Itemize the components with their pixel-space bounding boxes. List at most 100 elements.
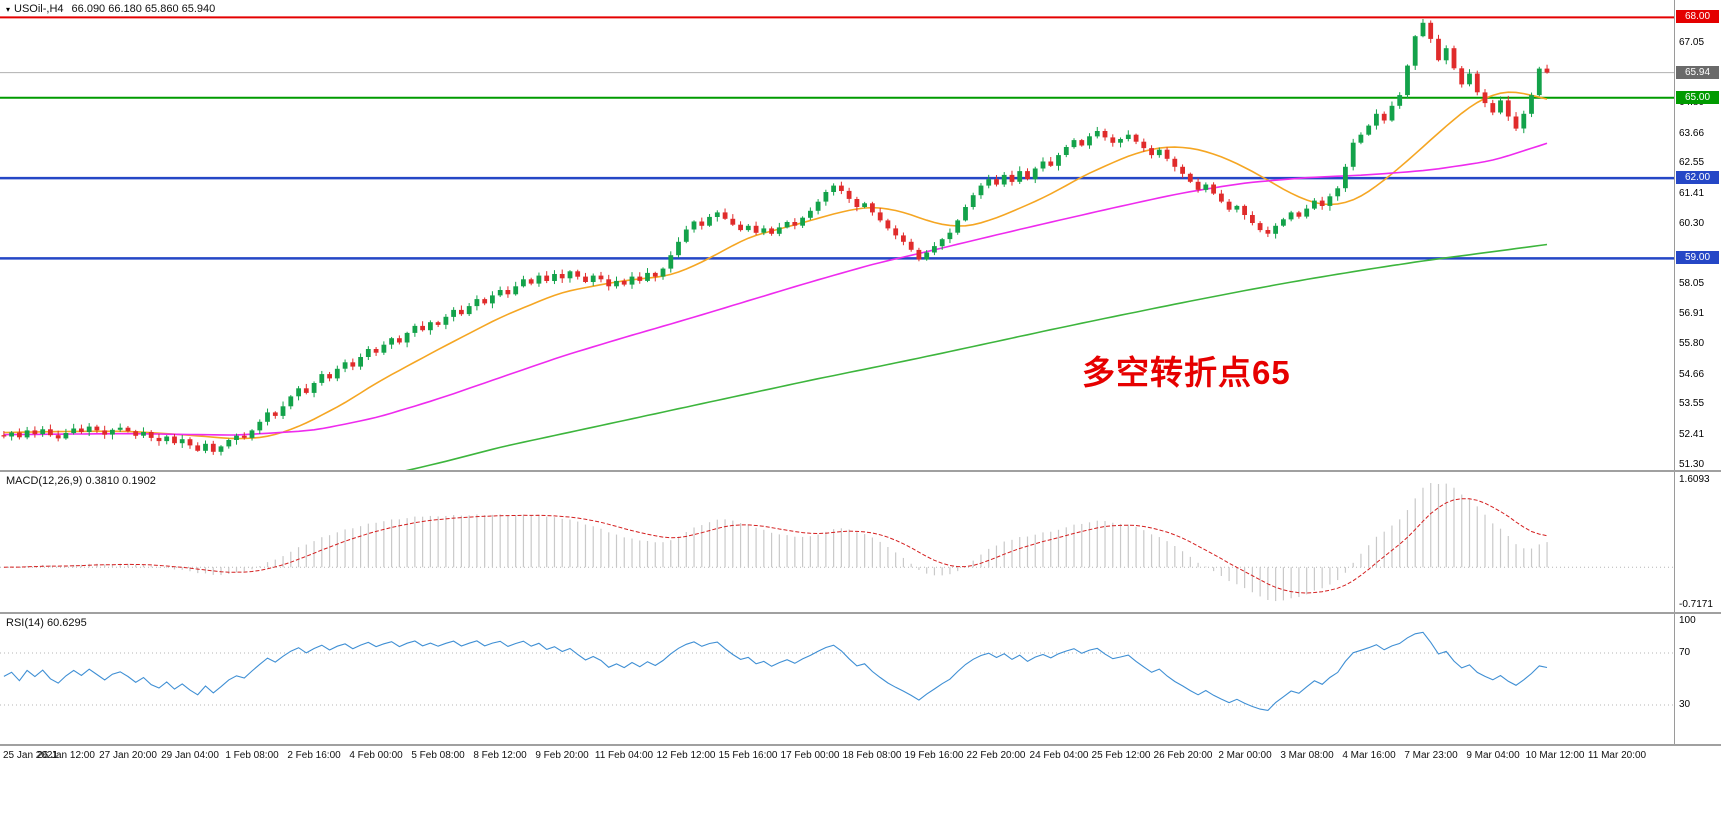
candle-body [986, 179, 992, 186]
candle-body [218, 446, 224, 452]
candle-body [629, 276, 635, 285]
candle-body [1009, 174, 1015, 182]
date-label: 24 Feb 04:00 [1029, 750, 1089, 761]
candle-body [1056, 155, 1061, 166]
chart-title: ▾ USOil-,H4 66.090 66.180 65.860 65.940 [6, 3, 215, 15]
candle-body [257, 421, 263, 431]
candle-body [963, 207, 968, 221]
candle-body [71, 428, 77, 434]
candle-body [1490, 103, 1496, 113]
candle-body [994, 179, 999, 185]
candle-body [435, 322, 441, 325]
candle-body [978, 185, 984, 196]
candle-body [637, 276, 643, 281]
rsi-chart[interactable] [0, 614, 1675, 744]
date-label: 26 Jan 12:00 [37, 750, 95, 761]
candle-body [1242, 205, 1247, 215]
candle-body [761, 228, 767, 233]
candle-body [901, 235, 906, 242]
candle-body [528, 279, 534, 284]
panel-splitter[interactable] [0, 744, 1721, 746]
candle-body [784, 222, 790, 228]
rsi-panel: 100 70 30 RSI(14) 60.6295 [0, 614, 1721, 744]
candle-body [1265, 230, 1271, 234]
macd-chart[interactable] [0, 472, 1675, 612]
candle-body [179, 439, 185, 444]
candlestick-chart[interactable] [0, 0, 1675, 470]
candle-body [552, 274, 557, 281]
candle-body [265, 412, 270, 422]
candle-body [133, 431, 139, 436]
candle-body [1040, 161, 1046, 169]
date-label: 7 Mar 23:00 [1404, 750, 1458, 761]
date-label: 11 Mar 20:00 [1587, 750, 1647, 761]
candle-body [846, 190, 852, 199]
candle-body [575, 271, 581, 277]
date-label: 17 Feb 00:00 [780, 750, 840, 761]
candle-body [311, 383, 317, 393]
macd-axis[interactable]: 1.6093 -0.7171 [1674, 472, 1721, 612]
price-tick-label: 55.80 [1679, 338, 1705, 350]
candle-body [1405, 65, 1410, 96]
candle-body [296, 388, 301, 397]
candle-body [1397, 95, 1403, 106]
price-tick-label: 60.30 [1679, 217, 1705, 229]
date-axis[interactable]: 25 Jan 2021 26 Jan 12:00 27 Jan 20:00 29 Ja… [0, 746, 1721, 768]
candle-body [1156, 149, 1162, 156]
candle-body [1125, 134, 1131, 139]
candle-body [1187, 173, 1193, 182]
candle-body [1063, 147, 1069, 155]
candle-body [683, 229, 689, 242]
candle-body [1428, 22, 1434, 39]
candle-body [9, 432, 14, 437]
candle-body [1141, 141, 1147, 149]
candle-body [776, 227, 782, 234]
candle-body [738, 224, 743, 231]
candle-body [280, 406, 286, 416]
panel-splitter[interactable] [0, 470, 1721, 472]
candle-body [1420, 22, 1426, 37]
price-axis[interactable]: 67.0564.8063.6662.5561.4160.3058.0556.91… [1674, 0, 1721, 470]
candle-body [195, 445, 201, 451]
candle-body [808, 210, 813, 218]
date-label: 27 Jan 20:00 [99, 750, 157, 761]
candle-body [1118, 139, 1123, 143]
candle-body [691, 221, 697, 230]
candle-body [1343, 166, 1348, 189]
rsi-axis[interactable]: 100 70 30 [1674, 614, 1721, 744]
candle-body [334, 368, 340, 379]
price-tick-label: 54.66 [1679, 368, 1705, 380]
candle-body [932, 246, 937, 253]
macd-panel: 1.6093 -0.7171 MACD(12,26,9) 0.3810 0.190… [0, 472, 1721, 612]
candle-body [1529, 95, 1534, 114]
candle-body [800, 217, 805, 226]
panel-splitter[interactable] [0, 612, 1721, 614]
price-line-badge: 59.00 [1676, 251, 1719, 265]
candle-body [1335, 188, 1341, 197]
candle-body [1195, 181, 1201, 190]
date-label: 11 Feb 04:00 [594, 750, 654, 761]
macd-scale-max: 1.6093 [1679, 474, 1710, 485]
candle-body [939, 239, 945, 247]
price-tick-label: 53.55 [1679, 398, 1705, 410]
candle-body [1436, 38, 1441, 61]
candle-body [583, 276, 588, 282]
candle-body [482, 299, 488, 304]
collapse-triangle-icon[interactable]: ▾ [6, 5, 11, 14]
date-label: 18 Feb 08:00 [842, 750, 902, 761]
candle-body [234, 435, 239, 440]
candle-body [606, 279, 612, 287]
candle-body [1288, 212, 1294, 220]
candle-body [567, 271, 573, 279]
candle-body [1172, 158, 1178, 167]
candle-body [1048, 161, 1054, 166]
chart-text-annotation[interactable]: 多空转折点65 [1082, 354, 1291, 391]
candle-body [474, 299, 480, 307]
candle-body [148, 432, 154, 438]
candle-body [1296, 212, 1302, 217]
candle-body [970, 195, 976, 207]
candle-body [1, 435, 7, 437]
candle-body [1412, 36, 1418, 66]
rsi-scale-label: 70 [1679, 647, 1691, 658]
symbol-label: USOil-,H4 [14, 3, 64, 15]
